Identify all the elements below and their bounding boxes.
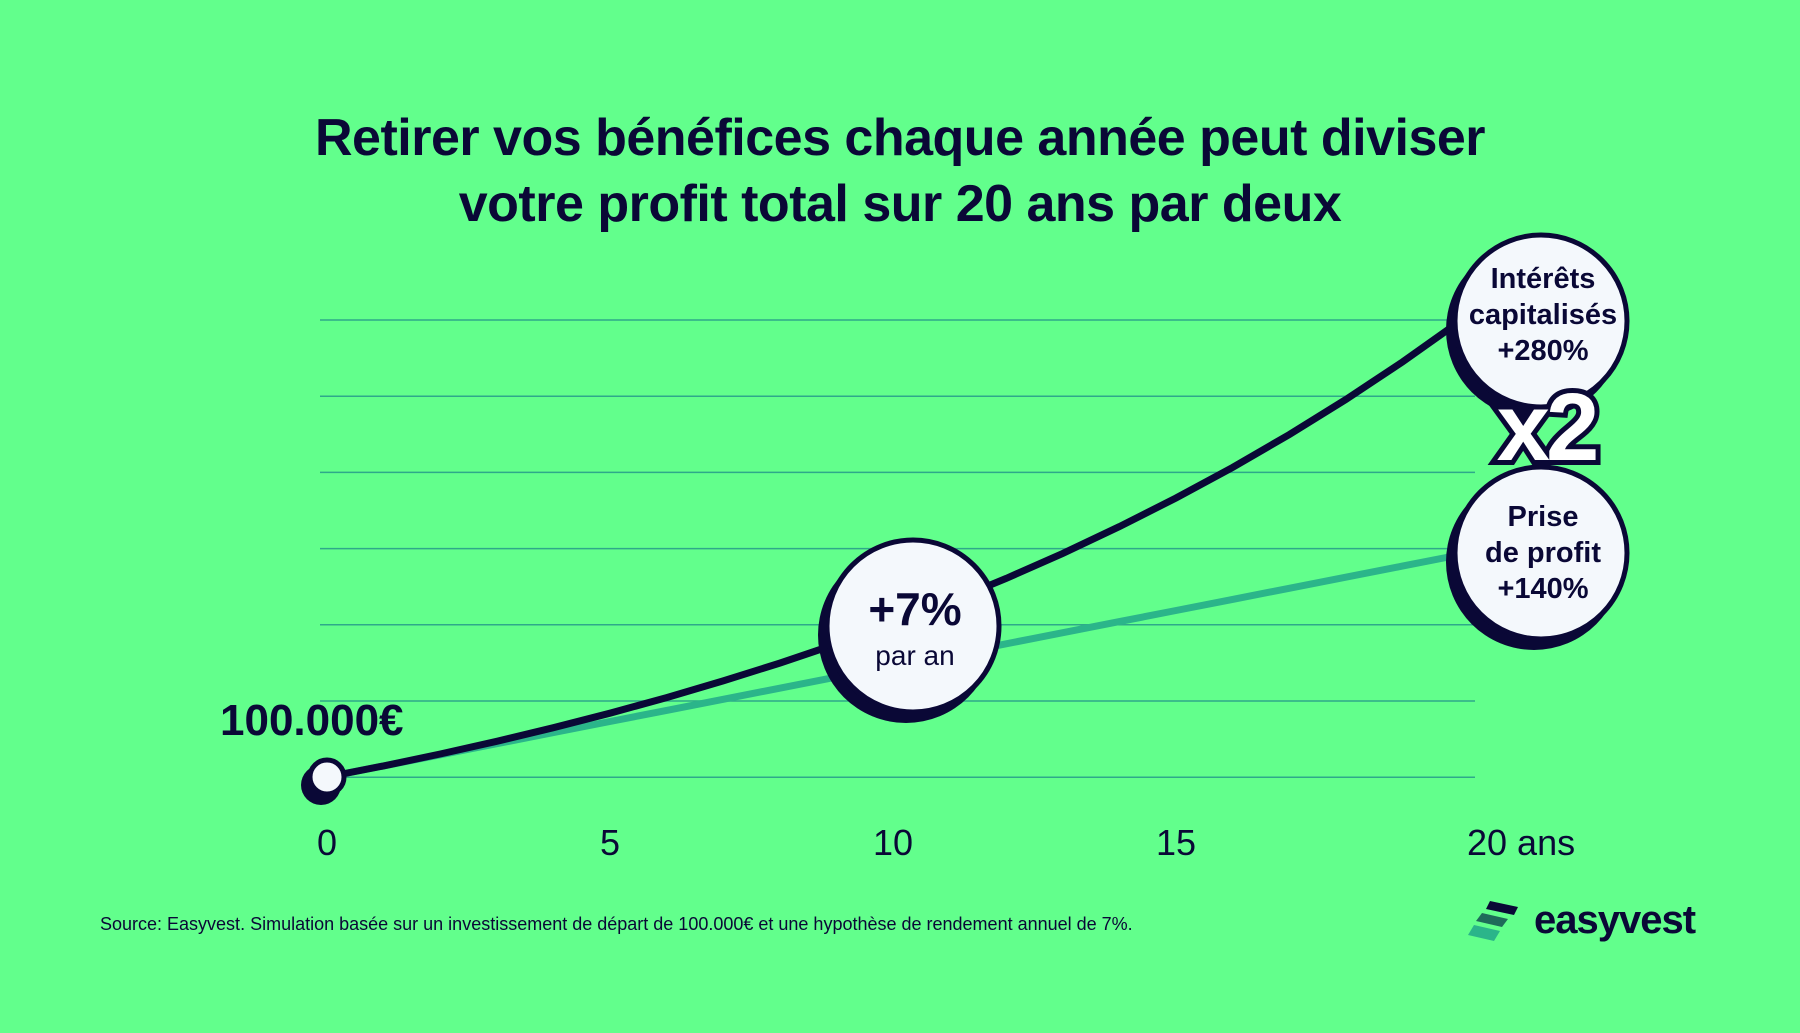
- multiplier-label: x2: [1497, 374, 1596, 481]
- x-tick-label: 5: [600, 822, 620, 863]
- profit-label-line: de profit: [1485, 537, 1601, 569]
- rate-label: +7%: [868, 583, 961, 635]
- x-tick-label: 15: [1156, 822, 1196, 863]
- start-value-label: 100.000€: [220, 696, 404, 745]
- compound-label-line: Intérêts: [1491, 263, 1596, 295]
- profit-bubble: [1452, 464, 1630, 642]
- compound-bubble: [1452, 232, 1630, 410]
- easyvest-logo-icon: [1468, 900, 1518, 941]
- easyvest-logo: easyvest: [1468, 898, 1696, 943]
- x-tick-label: 20 ans: [1467, 822, 1575, 863]
- start-point: [307, 757, 347, 797]
- source-note: Source: Easyvest. Simulation basée sur u…: [100, 914, 1133, 934]
- chart-title: Retirer vos bénéfices chaque année peut …: [0, 105, 1800, 237]
- title-line-1: Retirer vos bénéfices chaque année peut …: [314, 109, 1486, 167]
- rate-sublabel: par an: [875, 640, 954, 671]
- rate-bubble: [824, 537, 1002, 715]
- profit-label-line: +140%: [1497, 573, 1588, 605]
- logo-wordmark: easyvest: [1534, 898, 1696, 942]
- title-line-2: votre profit total sur 20 ans par deux: [458, 175, 1342, 233]
- compound-label-line: +280%: [1497, 335, 1588, 367]
- compound-label-line: capitalisés: [1469, 299, 1617, 331]
- profit-label-line: Prise: [1508, 501, 1579, 533]
- x-tick-label: 10: [873, 822, 913, 863]
- x-tick-label: 0: [317, 822, 337, 863]
